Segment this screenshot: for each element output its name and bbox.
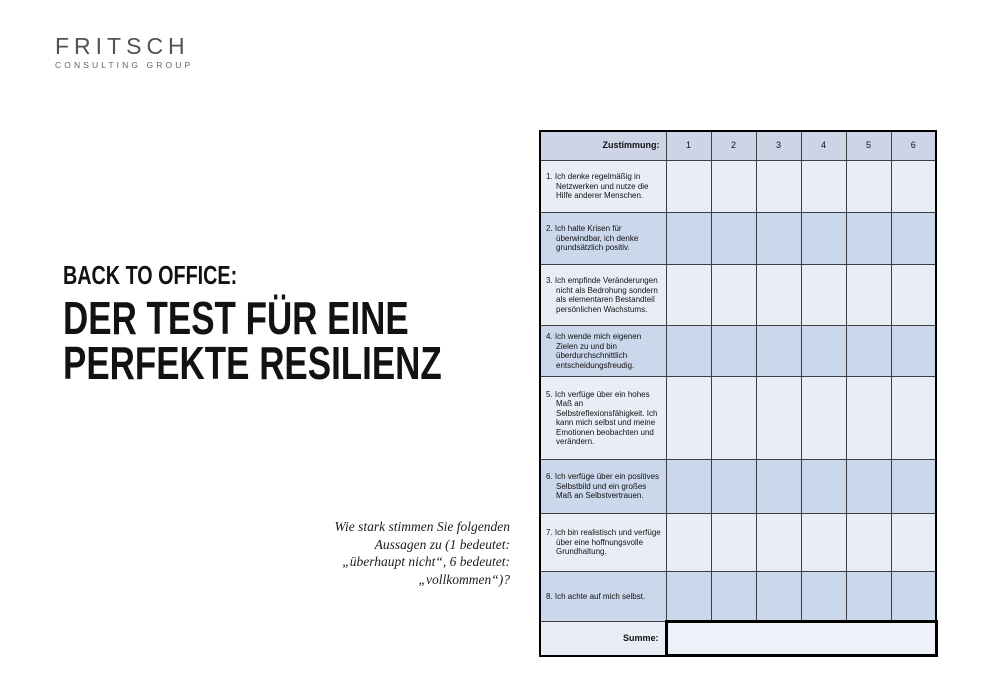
answer-cell-2-5[interactable]: [845, 212, 892, 265]
scale-header-2: 2: [710, 130, 757, 161]
statement-3: 3. Ich empfinde Veränderungen nicht als …: [539, 264, 667, 326]
answer-cell-6-5[interactable]: [845, 459, 892, 514]
answer-cell-2-1[interactable]: [665, 212, 712, 265]
answer-cell-3-3[interactable]: [755, 264, 802, 326]
answer-cell-3-4[interactable]: [800, 264, 847, 326]
answer-cell-8-4[interactable]: [800, 571, 847, 622]
answer-cell-4-2[interactable]: [710, 325, 757, 377]
table-row: 5. Ich verfüge über ein hohes Maß an Sel…: [539, 376, 937, 460]
table-row: 6. Ich verfüge über ein positives Selbst…: [539, 459, 937, 514]
logo-subtitle: CONSULTING GROUP: [55, 60, 194, 70]
instruction-line: Wie stark stimmen Sie folgenden: [334, 519, 510, 534]
answer-cell-1-4[interactable]: [800, 160, 847, 213]
answer-cell-7-6[interactable]: [890, 513, 937, 572]
answer-cell-3-5[interactable]: [845, 264, 892, 326]
resilience-test-table: Zustimmung: 1 2 3 4 5 6 1. Ich denke reg…: [539, 130, 938, 657]
answer-cell-5-6[interactable]: [890, 376, 937, 460]
scale-header-3: 3: [755, 130, 802, 161]
table-header-row: Zustimmung: 1 2 3 4 5 6: [539, 130, 937, 161]
table-row: 2. Ich halte Krisen für überwindbar, ich…: [539, 212, 937, 265]
answer-cell-2-6[interactable]: [890, 212, 937, 265]
answer-cell-7-5[interactable]: [845, 513, 892, 572]
answer-cell-8-5[interactable]: [845, 571, 892, 622]
answer-cell-5-4[interactable]: [800, 376, 847, 460]
statement-5: 5. Ich verfüge über ein hohes Maß an Sel…: [539, 376, 667, 460]
answer-cell-3-6[interactable]: [890, 264, 937, 326]
answer-cell-2-4[interactable]: [800, 212, 847, 265]
table-row: 8. Ich achte auf mich selbst.: [539, 571, 937, 622]
answer-cell-4-5[interactable]: [845, 325, 892, 377]
answer-cell-1-1[interactable]: [665, 160, 712, 213]
answer-cell-7-1[interactable]: [665, 513, 712, 572]
table-row: 4. Ich wende mich eigenen Zielen zu und …: [539, 325, 937, 377]
answer-cell-8-2[interactable]: [710, 571, 757, 622]
instruction-line: „vollkommen“)?: [418, 571, 511, 587]
scale-header-1: 1: [665, 130, 712, 161]
headline-line1: DER TEST FÜR EINE: [63, 292, 409, 344]
answer-cell-2-3[interactable]: [755, 212, 802, 265]
answer-cell-6-1[interactable]: [665, 459, 712, 514]
headline-block: BACK TO OFFICE: DER TEST FÜR EINE PERFEK…: [63, 260, 561, 386]
instruction-text: Wie stark stimmen Sie folgenden Aussagen…: [268, 518, 510, 588]
header-label: Zustimmung:: [539, 130, 667, 161]
answer-cell-8-3[interactable]: [755, 571, 802, 622]
sum-label: Summe:: [539, 621, 667, 656]
answer-cell-7-3[interactable]: [755, 513, 802, 572]
statement-6: 6. Ich verfüge über ein positives Selbst…: [539, 459, 667, 514]
answer-cell-4-6[interactable]: [890, 325, 937, 377]
instruction-line: „überhaupt nicht“, 6 bedeutet:: [342, 554, 510, 569]
answer-cell-6-2[interactable]: [710, 459, 757, 514]
answer-cell-7-4[interactable]: [800, 513, 847, 572]
answer-cell-5-3[interactable]: [755, 376, 802, 460]
sum-row: Summe:: [539, 620, 938, 657]
answer-cell-1-2[interactable]: [710, 160, 757, 213]
answer-cell-3-2[interactable]: [710, 264, 757, 326]
headline-eyebrow: BACK TO OFFICE:: [63, 260, 238, 290]
answer-cell-3-1[interactable]: [665, 264, 712, 326]
answer-cell-4-1[interactable]: [665, 325, 712, 377]
scale-header-6: 6: [890, 130, 937, 161]
logo-wordmark: FRITSCH: [55, 33, 190, 59]
answer-cell-2-2[interactable]: [710, 212, 757, 265]
answer-cell-6-4[interactable]: [800, 459, 847, 514]
headline-line2: PERFEKTE RESILIENZ: [63, 337, 442, 389]
statement-4: 4. Ich wende mich eigenen Zielen zu und …: [539, 325, 667, 377]
answer-cell-1-5[interactable]: [845, 160, 892, 213]
table-row: 1. Ich denke regelmäßig in Netzwerken un…: [539, 160, 937, 213]
scale-header-4: 4: [800, 130, 847, 161]
answer-cell-4-4[interactable]: [800, 325, 847, 377]
answer-cell-4-3[interactable]: [755, 325, 802, 377]
answer-cell-8-1[interactable]: [665, 571, 712, 622]
sum-input-field[interactable]: [664, 620, 938, 657]
answer-cell-1-3[interactable]: [755, 160, 802, 213]
answer-cell-5-2[interactable]: [710, 376, 757, 460]
answer-cell-7-2[interactable]: [710, 513, 757, 572]
table-row: 7. Ich bin realistisch und verfüge über …: [539, 513, 937, 572]
scale-header-5: 5: [845, 130, 892, 161]
answer-cell-1-6[interactable]: [890, 160, 937, 213]
table-row: 3. Ich empfinde Veränderungen nicht als …: [539, 264, 937, 326]
statement-1: 1. Ich denke regelmäßig in Netzwerken un…: [539, 160, 667, 213]
company-logo: FRITSCH CONSULTING GROUP: [55, 34, 193, 70]
statement-7: 7. Ich bin realistisch und verfüge über …: [539, 513, 667, 572]
answer-cell-6-6[interactable]: [890, 459, 937, 514]
statement-2: 2. Ich halte Krisen für überwindbar, ich…: [539, 212, 667, 265]
statement-8: 8. Ich achte auf mich selbst.: [539, 571, 667, 622]
answer-cell-5-5[interactable]: [845, 376, 892, 460]
answer-cell-8-6[interactable]: [890, 571, 937, 622]
answer-cell-6-3[interactable]: [755, 459, 802, 514]
answer-cell-5-1[interactable]: [665, 376, 712, 460]
instruction-line: Aussagen zu (1 bedeutet:: [374, 536, 510, 552]
